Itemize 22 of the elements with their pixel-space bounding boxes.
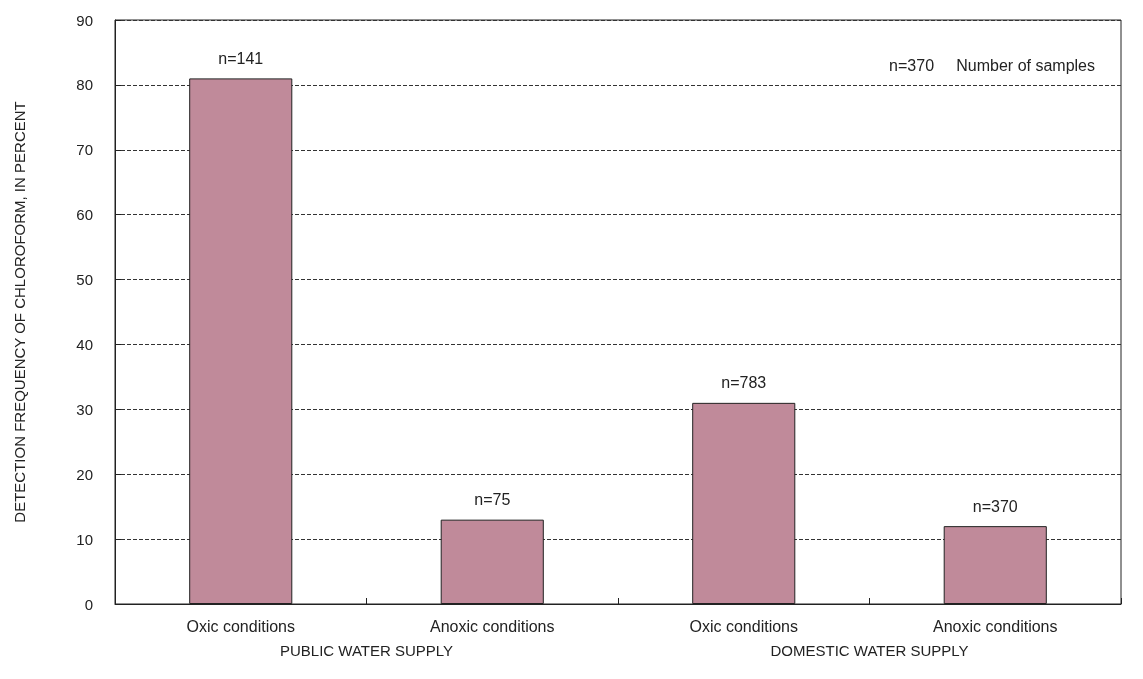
y-tick-label: 70 xyxy=(76,141,93,159)
y-tick-label: 80 xyxy=(76,76,93,94)
y-tick-label: 30 xyxy=(76,400,93,418)
annotation: n=783 xyxy=(721,374,767,392)
annotation: n=141 xyxy=(218,49,264,67)
y-tick-label: 0 xyxy=(84,595,93,613)
annotation: n=370 xyxy=(972,497,1018,515)
x-tick-label: Oxic conditions xyxy=(689,617,798,635)
annotation: n=370 Number of samples xyxy=(889,56,1096,74)
y-tick-label: 90 xyxy=(76,11,93,29)
text: PUBLIC WATER SUPPLY xyxy=(279,642,454,659)
y-tick-label: 40 xyxy=(76,335,93,353)
y-tick-label: 60 xyxy=(76,206,93,224)
y-tick-label: 20 xyxy=(76,465,93,483)
annotation: n=75 xyxy=(474,491,511,509)
y-tick-label: 10 xyxy=(76,530,93,548)
x-tick-label: Anoxic conditions xyxy=(429,617,555,635)
y-tick-label: 50 xyxy=(76,271,93,289)
x-tick-label: Anoxic conditions xyxy=(932,617,1058,635)
y-axis-title: DETECTION FREQUENCY OF CHLOROFORM, IN PERCENT xyxy=(11,101,28,523)
x-tick-label: Oxic conditions xyxy=(186,617,295,635)
text: DOMESTIC WATER SUPPLY xyxy=(770,642,969,659)
